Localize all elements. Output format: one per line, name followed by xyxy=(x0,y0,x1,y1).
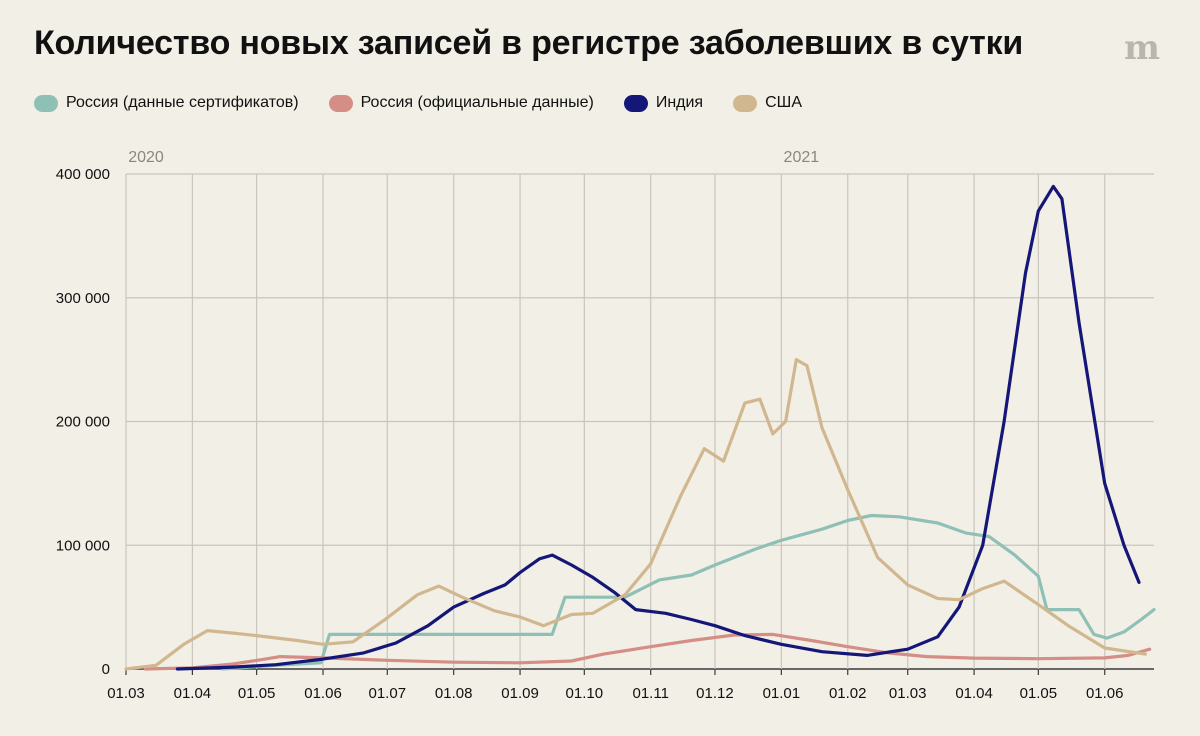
meduza-logo: m xyxy=(1124,28,1160,68)
y-tick-label: 300 000 xyxy=(56,290,110,307)
year-label: 2020 xyxy=(128,149,164,166)
series-lines xyxy=(124,184,1156,671)
x-tick-label: 01.01 xyxy=(763,685,801,702)
y-axis: 0 100 000 200 000 300 000 400 000 xyxy=(56,166,110,678)
x-tick-label: 01.12 xyxy=(696,685,734,702)
x-tick-label: 01.11 xyxy=(632,685,668,702)
x-tick-label: 01.06 xyxy=(304,685,342,702)
legend: Россия (данные сертификатов) Россия (офи… xyxy=(34,94,832,112)
legend-item-russia-official: Россия (официальные данные) xyxy=(328,94,594,112)
legend-item-india: Индия xyxy=(623,94,704,112)
x-tick-label: 01.03 xyxy=(107,685,145,702)
legend-item-russia-certificates: Россия (данные сертификатов) xyxy=(34,94,299,112)
legend-swatch xyxy=(623,94,648,112)
legend-label: Индия xyxy=(655,94,704,111)
series-line-3 xyxy=(124,358,1147,671)
x-tick-label: 01.06 xyxy=(1086,685,1124,702)
x-tick-label: 01.08 xyxy=(435,685,473,702)
y-tick-label: 100 000 xyxy=(56,537,110,554)
legend-swatch xyxy=(733,94,758,112)
y-tick-label: 0 xyxy=(102,661,110,678)
x-tick-label: 01.07 xyxy=(369,685,407,702)
legend-swatch xyxy=(34,94,58,112)
x-tick-label: 01.10 xyxy=(566,685,604,702)
legend-label: Россия (официальные данные) xyxy=(360,94,594,111)
y-tick-label: 200 000 xyxy=(56,414,110,431)
x-tick-label: 01.09 xyxy=(501,685,539,702)
legend-swatch xyxy=(328,94,353,112)
x-tick-label: 01.02 xyxy=(829,685,867,702)
series-line-2 xyxy=(175,184,1141,671)
legend-item-usa: США xyxy=(733,94,802,112)
series-line-1 xyxy=(143,632,1152,671)
legend-label: США xyxy=(765,94,802,111)
grid xyxy=(125,173,1154,670)
series-line-0 xyxy=(220,513,1156,671)
x-tick-label: 01.05 xyxy=(238,685,276,702)
y-tick-label: 400 000 xyxy=(56,166,110,183)
x-tick-label: 01.04 xyxy=(955,685,993,702)
chart-title: Количество новых записей в регистре забо… xyxy=(34,24,1024,62)
x-tick-label: 01.03 xyxy=(889,685,927,702)
x-tick-label: 01.04 xyxy=(174,685,212,702)
x-tick-label: 01.05 xyxy=(1020,685,1058,702)
legend-label: Россия (данные сертификатов) xyxy=(66,94,299,111)
year-label: 2021 xyxy=(784,149,820,166)
x-axis: 01.03 01.04 01.05 01.06 01.07 01.08 01.09 01.10… xyxy=(107,149,1123,702)
